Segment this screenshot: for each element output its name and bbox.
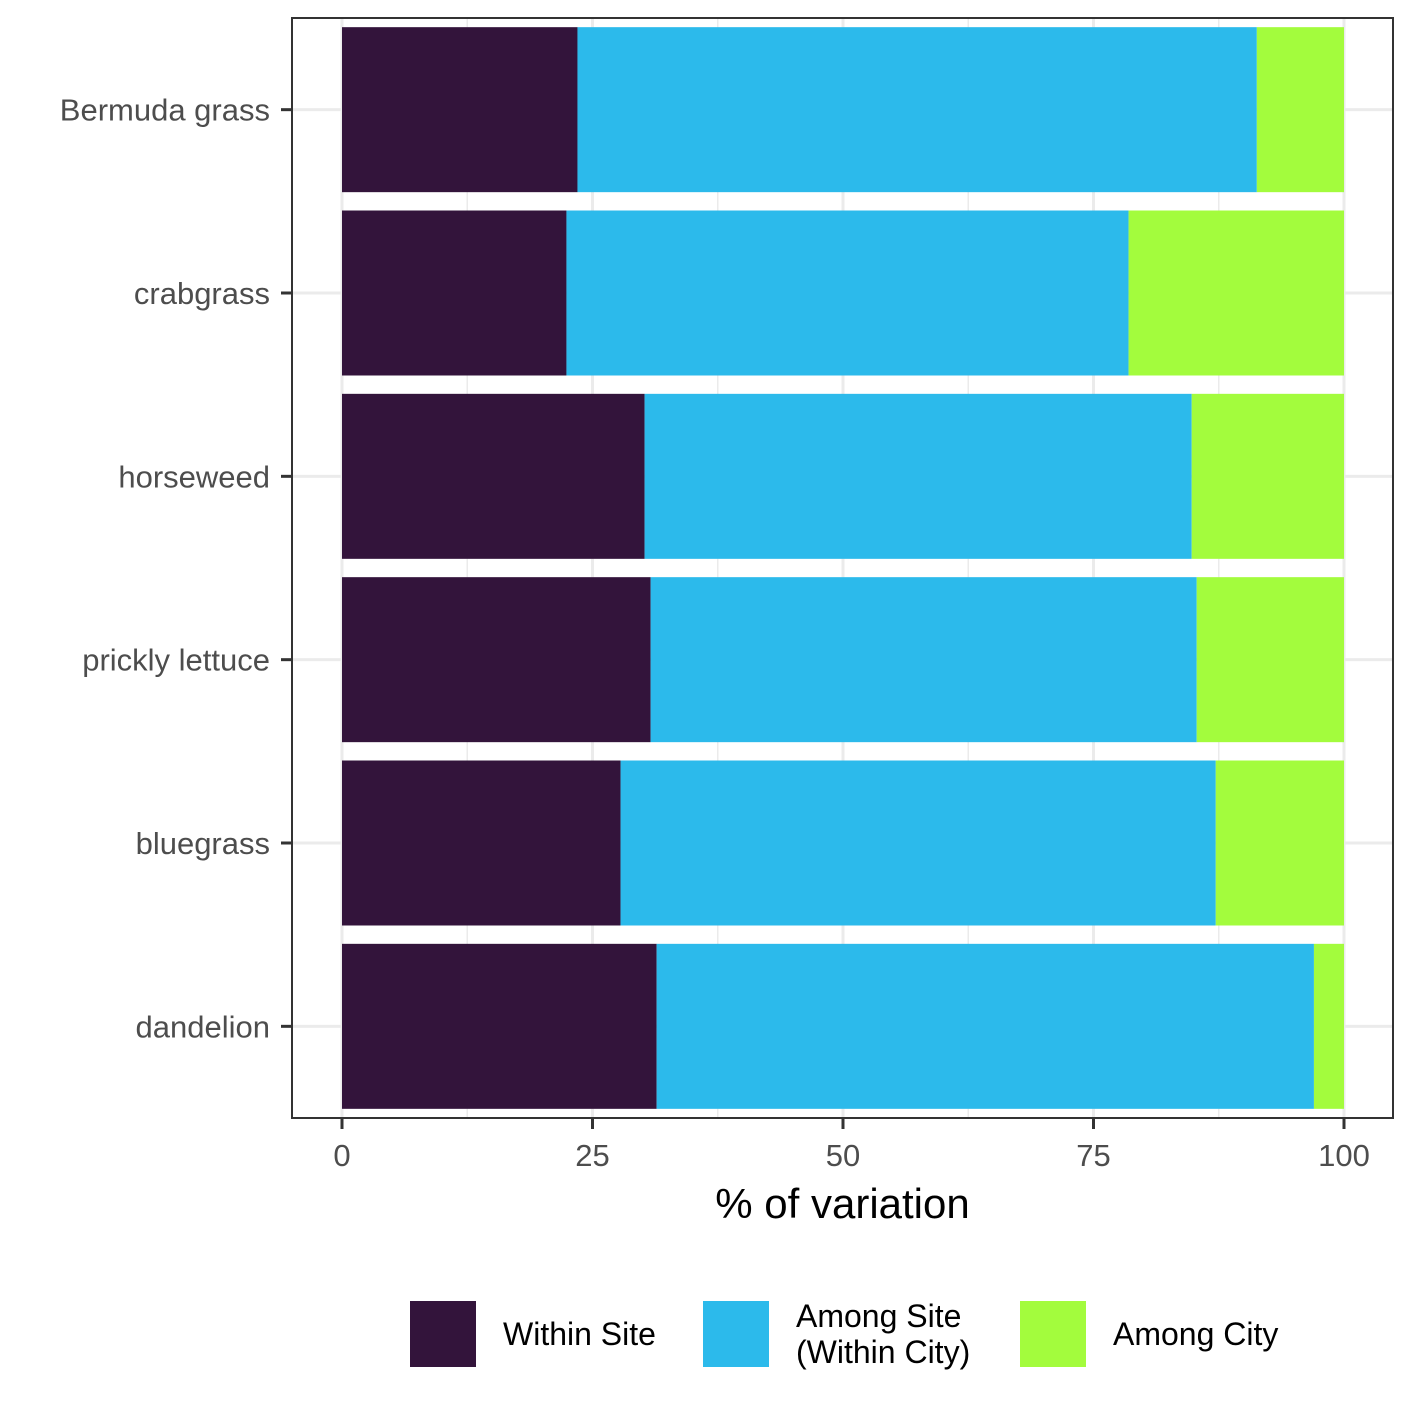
legend: Within Site Among Site (Within City) Among … bbox=[410, 1298, 1278, 1370]
bar-crabgrass-series-0 bbox=[342, 210, 567, 376]
bar-dandelion-series-1 bbox=[656, 943, 1314, 1109]
bar-prickly-lettuce-series-2 bbox=[1196, 577, 1344, 743]
legend-label: Within Site bbox=[503, 1316, 656, 1352]
bar-horseweed-series-1 bbox=[644, 393, 1192, 559]
bar-horseweed-series-2 bbox=[1191, 393, 1344, 559]
x-axis: 0 25 50 75 100 bbox=[333, 1118, 1370, 1173]
x-tick-label: 100 bbox=[1318, 1138, 1370, 1173]
bar-bermuda-grass-series-1 bbox=[577, 27, 1257, 193]
legend-label: Among City bbox=[1113, 1316, 1278, 1352]
y-tick-label: bluegrass bbox=[136, 826, 270, 861]
y-tick-label: Bermuda grass bbox=[60, 93, 270, 128]
legend-key bbox=[703, 1301, 769, 1367]
legend-key bbox=[1020, 1301, 1086, 1367]
y-tick-label: crabgrass bbox=[134, 276, 270, 311]
legend-label: Among Site (Within City) bbox=[796, 1298, 970, 1370]
bar-prickly-lettuce-series-0 bbox=[342, 577, 651, 743]
bar-dandelion-series-2 bbox=[1313, 943, 1344, 1109]
bar-bermuda-grass-series-0 bbox=[342, 27, 578, 193]
y-tick-label: prickly lettuce bbox=[82, 643, 270, 678]
x-tick-label: 25 bbox=[575, 1138, 609, 1173]
bar-bluegrass-series-0 bbox=[342, 760, 621, 926]
x-tick-label: 0 bbox=[333, 1138, 350, 1173]
x-tick-label: 75 bbox=[1076, 1138, 1110, 1173]
bar-horseweed-series-0 bbox=[342, 393, 645, 559]
y-tick-label: horseweed bbox=[118, 459, 270, 494]
y-axis: Bermuda grass crabgrass horseweed prickly l… bbox=[60, 93, 292, 1044]
y-tick-label: dandelion bbox=[136, 1009, 270, 1044]
bar-prickly-lettuce-series-1 bbox=[650, 577, 1197, 743]
legend-key bbox=[410, 1301, 476, 1367]
bar-crabgrass-series-1 bbox=[566, 210, 1129, 376]
x-tick-label: 50 bbox=[826, 1138, 860, 1173]
bar-bermuda-grass-series-2 bbox=[1256, 27, 1344, 193]
bar-bluegrass-series-1 bbox=[620, 760, 1216, 926]
bar-dandelion-series-0 bbox=[342, 943, 657, 1109]
bar-crabgrass-series-2 bbox=[1128, 210, 1344, 376]
bars bbox=[342, 27, 1344, 1109]
x-axis-title: % of variation bbox=[715, 1180, 969, 1227]
bar-bluegrass-series-2 bbox=[1215, 760, 1344, 926]
